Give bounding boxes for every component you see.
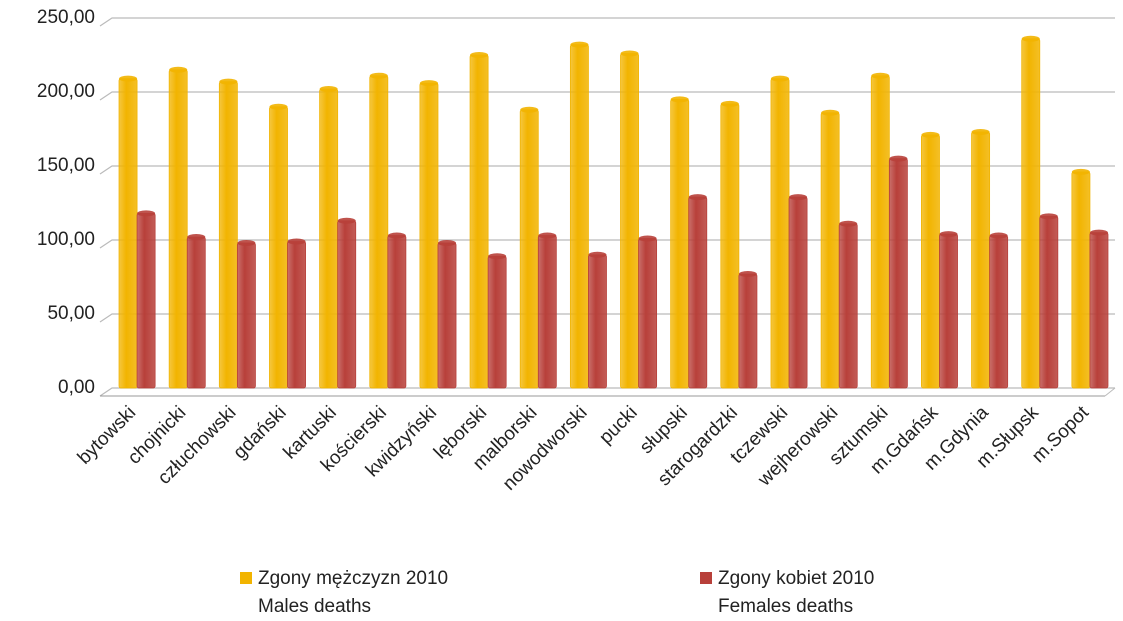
bar [788, 196, 808, 389]
bar [168, 69, 188, 389]
bar [770, 78, 790, 389]
legend-label: Zgony kobiet 2010 [718, 568, 874, 589]
y-tick-label: 150,00 [37, 155, 95, 176]
legend-subtitle: Females deaths [718, 596, 853, 617]
bar [638, 238, 658, 389]
bar [387, 235, 407, 389]
bar [870, 75, 890, 389]
y-tick-label: 200,00 [37, 81, 95, 102]
bar [369, 75, 389, 389]
bar [939, 233, 958, 389]
x-tick-label: gdański [229, 402, 290, 463]
bar [971, 131, 991, 389]
grid-line [99, 91, 1115, 101]
bar [136, 212, 156, 389]
bar [620, 53, 639, 389]
grid-line [99, 387, 1115, 397]
bar [1021, 38, 1041, 389]
bar [688, 196, 708, 389]
grid-line [99, 17, 1115, 27]
bar [118, 78, 138, 389]
x-tick-label: pucki [595, 402, 641, 448]
bar [921, 134, 940, 389]
bar [337, 220, 357, 389]
legend-swatch [240, 572, 252, 584]
y-tick-label: 0,00 [58, 377, 95, 398]
bar [519, 109, 539, 389]
bar [888, 158, 908, 389]
bar [738, 273, 758, 389]
floor [1104, 387, 1116, 397]
x-tick-label: m.Sopot [1028, 402, 1093, 467]
legend-subtitle: Males deaths [258, 596, 371, 617]
y-tick-label: 250,00 [37, 7, 95, 28]
bar [269, 106, 288, 389]
bar [469, 54, 489, 389]
bar [720, 103, 740, 389]
bar [419, 82, 439, 389]
y-tick-label: 50,00 [47, 303, 95, 324]
bar [989, 235, 1009, 389]
bar [186, 236, 206, 389]
bar [1039, 215, 1059, 389]
grid-line [99, 165, 1115, 175]
legend-swatch [700, 572, 712, 584]
bar [569, 44, 589, 389]
bar [838, 223, 858, 389]
bar [487, 255, 507, 389]
bar [588, 254, 607, 389]
bar [820, 112, 840, 389]
bar [287, 241, 306, 389]
bar [1071, 171, 1091, 389]
bar [437, 242, 457, 389]
bar [537, 235, 557, 389]
bar [236, 242, 256, 389]
bar [319, 88, 339, 389]
legend-label: Zgony mężczyzn 2010 [258, 568, 448, 589]
bar [1089, 232, 1109, 389]
bar [218, 81, 238, 389]
bar [670, 99, 690, 389]
y-tick-label: 100,00 [37, 229, 95, 250]
